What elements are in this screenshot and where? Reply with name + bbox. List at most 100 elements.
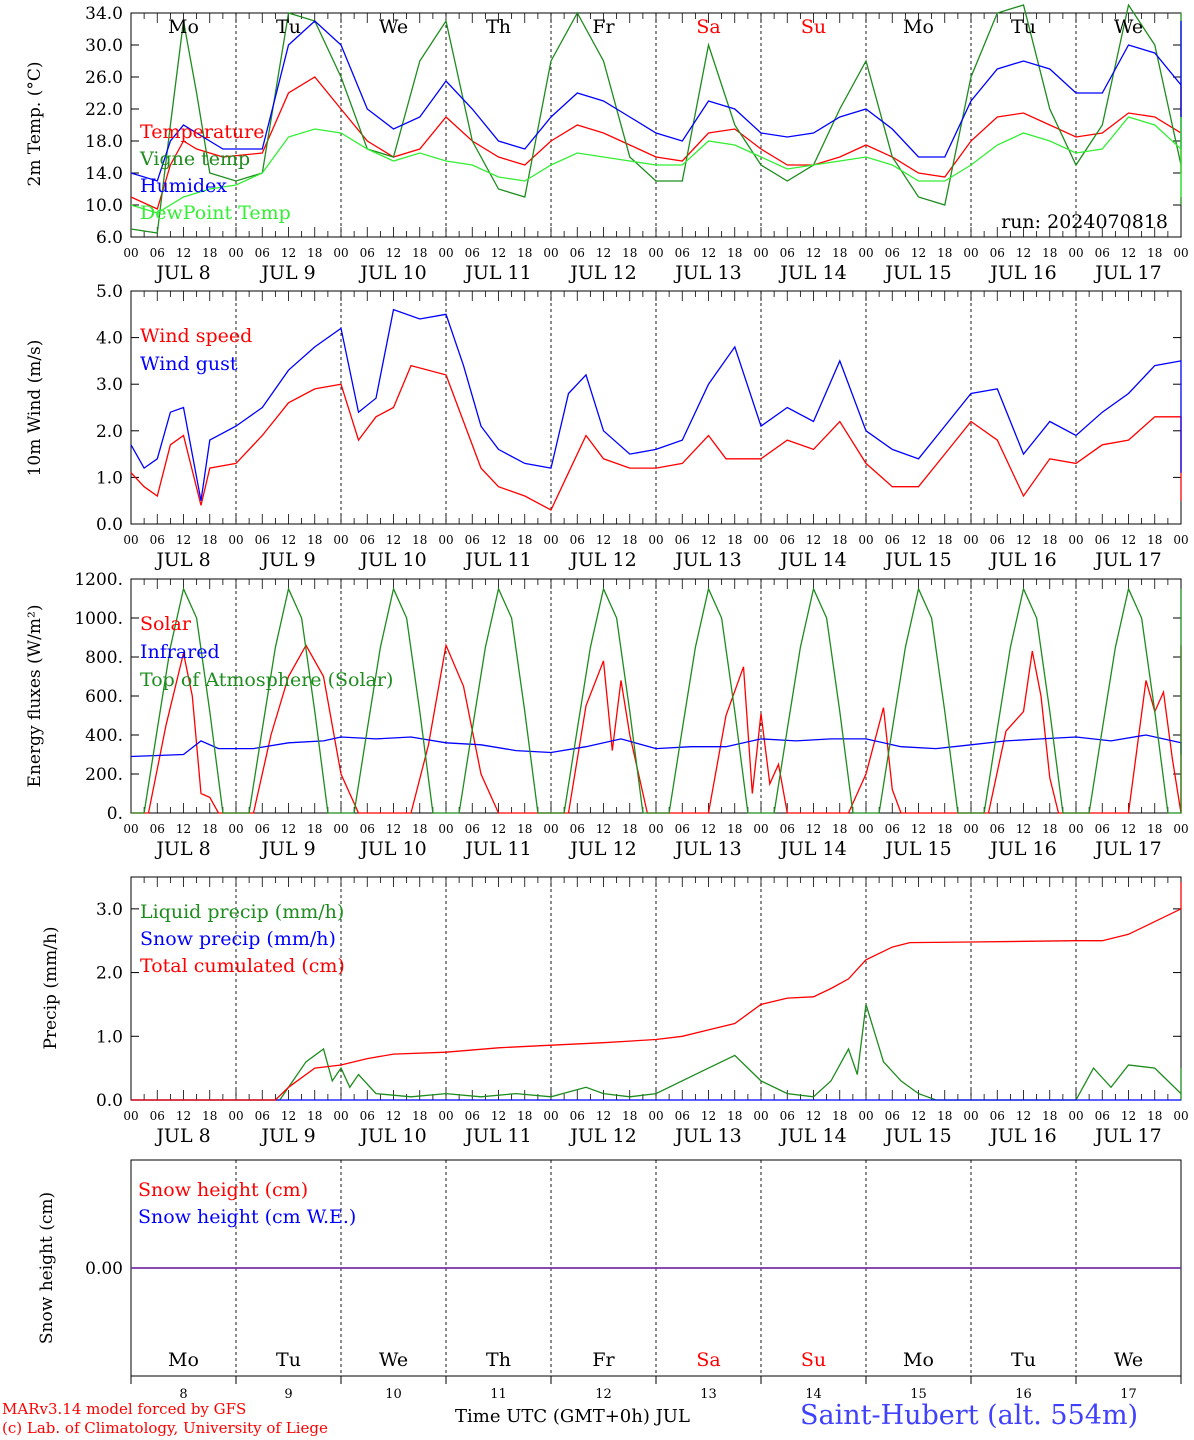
hour-tick-label: 00 [858, 246, 873, 260]
day-number: 9 [284, 1387, 292, 1402]
hour-tick-label: 12 [701, 533, 716, 547]
hour-tick-label: 06 [885, 246, 900, 260]
weekday-label: Su [801, 1349, 826, 1371]
hour-tick-label: 18 [517, 822, 532, 836]
day-number: 13 [700, 1387, 717, 1402]
date-label: JUL 14 [778, 838, 846, 860]
hour-tick-label: 00 [543, 246, 558, 260]
hour-tick-label: 12 [806, 533, 821, 547]
legend-entry: Vigne temp [139, 148, 250, 170]
hour-tick-label: 00 [333, 822, 348, 836]
hour-tick-label: 18 [202, 1109, 217, 1123]
weekday-label: Sa [696, 1349, 720, 1371]
hour-tick-label: 18 [1147, 533, 1162, 547]
hour-tick-label: 00 [123, 246, 138, 260]
hour-tick-label: 00 [648, 1109, 663, 1123]
date-label: JUL 12 [568, 262, 636, 284]
weekday-label: Fr [592, 1349, 615, 1371]
hour-tick-label: 12 [491, 533, 506, 547]
series-top-of-atmosphere-solar-line [131, 586, 1182, 814]
hour-tick-label: 12 [806, 822, 821, 836]
hour-tick-label: 12 [911, 533, 926, 547]
hour-tick-label: 18 [832, 533, 847, 547]
y-tick-label: 1.0 [96, 468, 123, 488]
hour-tick-label: 12 [176, 533, 191, 547]
hour-tick-label: 00 [438, 246, 453, 260]
hour-tick-label: 00 [963, 246, 978, 260]
hour-tick-label: 06 [675, 533, 690, 547]
hour-tick-label: 18 [727, 822, 742, 836]
hour-tick-label: 12 [1016, 246, 1031, 260]
legend-entry: Temperature [140, 121, 264, 143]
date-label: JUL 16 [988, 838, 1056, 860]
hour-tick-label: 06 [885, 533, 900, 547]
weekday-label: Su [801, 16, 826, 38]
y-tick-label: 14.0 [85, 164, 123, 184]
hour-tick-label: 18 [937, 533, 952, 547]
hour-tick-label: 00 [123, 533, 138, 547]
hour-tick-label: 18 [727, 1109, 742, 1123]
hour-tick-label: 00 [753, 1109, 768, 1123]
date-label: JUL 15 [883, 549, 951, 571]
legend-entry: Infrared [140, 641, 220, 663]
hour-tick-label: 18 [412, 822, 427, 836]
hour-tick-label: 00 [648, 533, 663, 547]
hour-tick-label: 12 [1121, 533, 1136, 547]
footer-line-1: MARv3.14 model forced by GFS [2, 1400, 247, 1418]
hour-tick-label: 18 [832, 1109, 847, 1123]
hour-tick-label: 18 [517, 246, 532, 260]
y-tick-label: 5.0 [96, 282, 123, 302]
y-tick-label: 22.0 [85, 100, 123, 120]
hour-tick-label: 06 [780, 822, 795, 836]
hour-tick-label: 00 [123, 822, 138, 836]
series-liquid-precip-mm-h-line [131, 1004, 1182, 1101]
hour-tick-label: 12 [806, 246, 821, 260]
hour-tick-label: 06 [360, 1109, 375, 1123]
day-number: 12 [595, 1387, 612, 1402]
date-label: JUL 17 [1093, 262, 1161, 284]
hour-tick-label: 00 [963, 822, 978, 836]
hour-tick-label: 18 [517, 1109, 532, 1123]
y-axis-label: Energy fluxes (W/m²) [25, 605, 45, 788]
hour-tick-label: 18 [202, 246, 217, 260]
date-label: JUL 13 [673, 838, 741, 860]
run-label: run: 2024070818 [1001, 211, 1168, 233]
hour-tick-label: 00 [438, 822, 453, 836]
series-wind-gust-line [130, 308, 1182, 501]
y-tick-label: 1.0 [96, 1027, 123, 1047]
hour-tick-label: 00 [333, 533, 348, 547]
day-number: 16 [1015, 1387, 1032, 1402]
hour-tick-label: 18 [622, 822, 637, 836]
hour-tick-label: 00 [123, 1109, 138, 1123]
hour-tick-label: 12 [701, 246, 716, 260]
hour-tick-label: 12 [281, 822, 296, 836]
hour-tick-label: 18 [307, 1109, 322, 1123]
hour-tick-label: 18 [727, 533, 742, 547]
hour-tick-label: 00 [1173, 246, 1188, 260]
date-label: JUL 13 [673, 262, 741, 284]
y-tick-label: 3.0 [96, 375, 123, 395]
hour-tick-label: 06 [1095, 533, 1110, 547]
station-name: Saint-Hubert (alt. 554m) [800, 1400, 1139, 1431]
weekday-label: We [1114, 16, 1143, 38]
day-number: 10 [385, 1387, 402, 1402]
hour-tick-label: 06 [570, 822, 585, 836]
hour-tick-label: 00 [228, 246, 243, 260]
hour-tick-label: 12 [491, 246, 506, 260]
hour-tick-label: 06 [1095, 246, 1110, 260]
hour-tick-label: 06 [255, 822, 270, 836]
hour-tick-label: 12 [491, 1109, 506, 1123]
y-tick-label: 200. [85, 765, 123, 785]
hour-tick-label: 12 [596, 533, 611, 547]
hour-tick-label: 06 [570, 1109, 585, 1123]
date-label: JUL 11 [463, 838, 531, 860]
weekday-label: Th [486, 16, 511, 38]
y-tick-label: 800. [85, 648, 123, 668]
hour-tick-label: 00 [438, 1109, 453, 1123]
date-label: JUL 14 [778, 549, 846, 571]
hour-tick-label: 06 [675, 822, 690, 836]
weekday-label: Mo [168, 16, 199, 38]
hour-tick-label: 06 [465, 533, 480, 547]
hour-tick-label: 06 [150, 246, 165, 260]
hour-tick-label: 00 [753, 822, 768, 836]
